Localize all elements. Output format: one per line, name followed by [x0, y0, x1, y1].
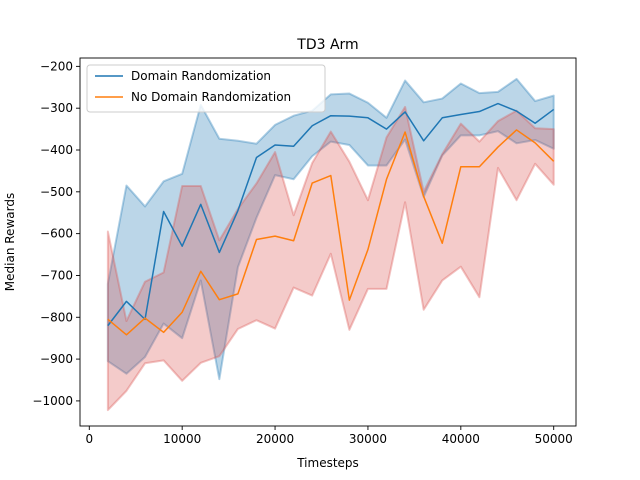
legend-box — [86, 64, 326, 113]
y-tick-label: −500 — [40, 185, 73, 199]
legend-label-domain-randomization: Domain Randomization — [131, 69, 271, 83]
legend-label-no-domain-randomization: No Domain Randomization — [131, 90, 291, 104]
y-tick-label: −900 — [40, 352, 73, 366]
x-tick-label: 20000 — [256, 432, 294, 446]
y-tick-label: −300 — [40, 101, 73, 115]
legend: Domain Randomization No Domain Randomiza… — [86, 64, 326, 113]
y-tick-label: −700 — [40, 268, 73, 282]
y-tick-label: −1000 — [32, 394, 73, 408]
x-tick-label: 10000 — [163, 432, 201, 446]
confidence-bands — [106, 77, 555, 412]
line-domain-randomization — [107, 102, 555, 327]
x-tick-label: 0 — [85, 432, 93, 446]
chart-title: TD3 Arm — [296, 37, 358, 53]
x-tick-label: 50000 — [535, 432, 573, 446]
y-axis-ticks: −1000 −900 −800 −700 −600 −500 −400 −300 −200 — [32, 59, 80, 408]
series-lines — [107, 102, 555, 336]
band-no-domain-randomization — [106, 105, 555, 412]
y-tick-label: −800 — [40, 310, 73, 324]
x-axis-label: Timesteps — [296, 456, 359, 470]
band-domain-randomization — [106, 77, 555, 381]
x-tick-label: 30000 — [349, 432, 387, 446]
x-tick-label: 40000 — [442, 432, 480, 446]
plot-frame — [79, 57, 577, 427]
x-axis-ticks: 0 10000 20000 30000 40000 50000 — [85, 426, 573, 446]
y-tick-label: −600 — [40, 227, 73, 241]
line-no-domain-randomization — [107, 129, 555, 336]
y-tick-label: −400 — [40, 143, 73, 157]
y-tick-label: −200 — [40, 59, 73, 73]
y-axis-label: Median Rewards — [3, 193, 17, 291]
